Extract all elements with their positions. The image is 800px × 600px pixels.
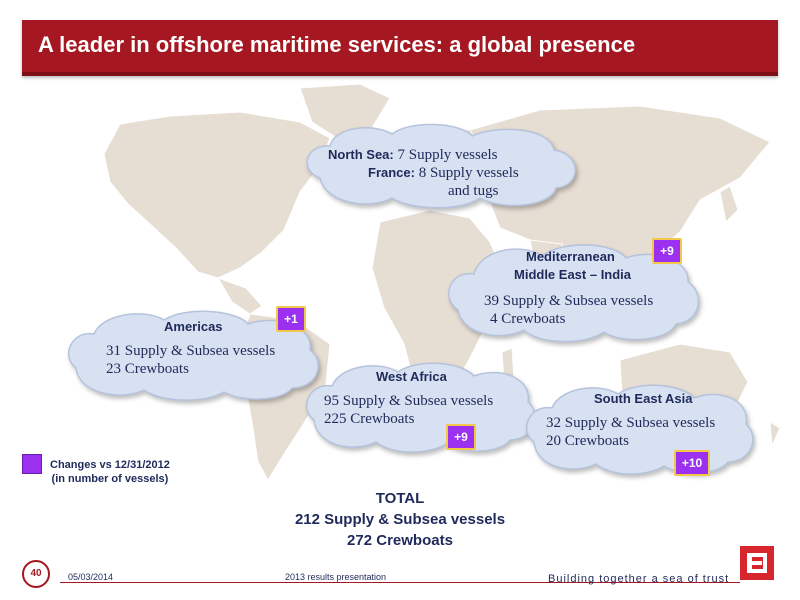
north-sea-line1: North Sea: 7 Supply vessels <box>328 146 498 164</box>
title-bar: A leader in offshore maritime services: … <box>22 20 778 76</box>
new-zealand-landmass <box>769 421 781 447</box>
france-label: France: <box>368 165 415 180</box>
mediterranean-title1: Mediterranean <box>526 249 615 264</box>
cloud-shape <box>448 244 700 343</box>
south-east-asia-line1: 32 Supply & Subsea vessels <box>546 415 716 431</box>
logo-glyph <box>747 553 767 573</box>
west-africa-cloud: West Africa 95 Supply & Subsea vessels 2… <box>302 358 536 453</box>
company-logo <box>740 546 774 580</box>
footer-date: 05/03/2014 <box>68 572 114 582</box>
mediterranean-line2: 4 Crewboats <box>490 311 566 327</box>
cloud-shape <box>305 362 536 453</box>
north-america-landmass <box>103 111 331 279</box>
mediterranean-cloud: Mediterranean Middle East – India 39 Sup… <box>444 236 700 344</box>
legend-line2: (in number of vessels) <box>51 473 169 485</box>
mediterranean-line1: 39 Supply & Subsea vessels <box>484 293 654 309</box>
west-africa-change-badge: +9 <box>446 424 476 450</box>
legend-swatch <box>22 454 42 474</box>
total-label: TOTAL <box>375 490 425 507</box>
south-east-asia-cloud: South East Asia 32 Supply & Subsea vesse… <box>522 380 754 475</box>
north-sea-label: North Sea: <box>328 147 394 162</box>
france-line3: and tugs <box>448 183 499 199</box>
central-america-landmass <box>216 277 263 315</box>
slide-title: A leader in offshore maritime services: … <box>38 32 636 57</box>
cloud-shape <box>306 123 576 209</box>
footer-tagline: Building together a sea of trust <box>548 573 730 585</box>
mediterranean-title2: Middle East – India <box>514 267 632 282</box>
north-sea-value: 7 Supply vessels <box>397 147 498 163</box>
north-sea-cloud: North Sea: 7 Supply vessels France: 8 Su… <box>300 120 578 209</box>
france-line: France: 8 Supply vessels <box>368 164 519 182</box>
total-block: TOTAL 212 Supply & Subsea vessels 272 Cr… <box>290 488 510 551</box>
total-line2: 272 Crewboats <box>347 532 453 549</box>
footer-divider <box>60 582 740 583</box>
page-number: 40 <box>22 560 50 588</box>
legend-text: Changes vs 12/31/2012 (in number of vess… <box>50 458 170 486</box>
south-east-asia-line2: 20 Crewboats <box>546 433 629 449</box>
americas-title: Americas <box>164 319 223 334</box>
mediterranean-change-badge: +9 <box>652 238 682 264</box>
france-value: 8 Supply vessels <box>418 165 519 181</box>
japan-landmass <box>719 185 739 224</box>
south-east-asia-change-badge: +10 <box>674 450 710 476</box>
west-africa-line1: 95 Supply & Subsea vessels <box>324 393 494 409</box>
legend-line1: Changes vs 12/31/2012 <box>50 459 170 471</box>
americas-line2: 23 Crewboats <box>106 361 189 377</box>
americas-line1: 31 Supply & Subsea vessels <box>106 343 276 359</box>
footer-presentation-title: 2013 results presentation <box>285 572 387 582</box>
americas-cloud: Americas 31 Supply & Subsea vessels 23 C… <box>64 306 319 401</box>
cloud-shape <box>67 310 319 401</box>
total-line1: 212 Supply & Subsea vessels <box>294 511 506 528</box>
americas-change-badge: +1 <box>276 306 306 332</box>
west-africa-title: West Africa <box>376 369 447 384</box>
west-africa-line2: 225 Crewboats <box>324 411 415 427</box>
south-east-asia-title: South East Asia <box>594 391 693 406</box>
